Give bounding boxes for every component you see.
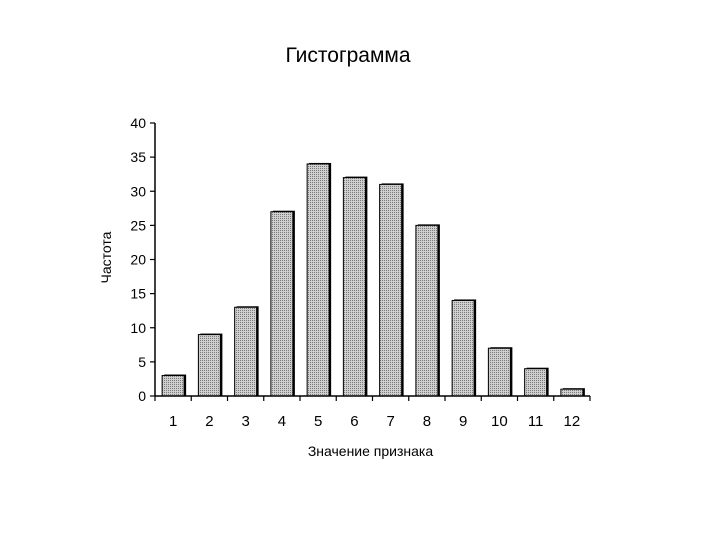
x-tick-label: 3	[241, 413, 249, 430]
bar-5	[306, 162, 332, 397]
bar-rect	[234, 306, 258, 397]
x-tick-label: 6	[350, 413, 358, 430]
bar-rect	[560, 388, 584, 397]
x-tick-label: 8	[423, 413, 431, 430]
x-tick-label: 4	[278, 413, 286, 430]
bar-rect	[487, 347, 511, 397]
bar-2	[197, 333, 223, 397]
bar-4	[270, 210, 295, 397]
x-tick-label: 7	[386, 413, 394, 430]
x-tick-label: 10	[491, 413, 508, 430]
bar-10	[487, 347, 513, 397]
y-tick-label: 40	[130, 115, 146, 131]
y-tick-label: 20	[130, 252, 146, 268]
y-tick-label: 30	[130, 183, 146, 199]
bar-rect	[342, 177, 366, 397]
slide-title: Гистограмма	[285, 44, 411, 67]
y-tick-label: 15	[130, 286, 146, 302]
bar-rect	[524, 368, 548, 397]
bar-1	[161, 374, 187, 397]
x-axis-label: Значение признака	[308, 443, 434, 459]
y-axis-label: Частота	[98, 231, 114, 283]
bar-7	[379, 183, 404, 397]
bar-rect	[270, 211, 294, 397]
bar-6	[342, 176, 368, 397]
x-axis: 1 2 3 4 5 6 7 8 9 10 11 12	[154, 395, 591, 430]
bar-11	[524, 367, 549, 397]
bar-rect	[197, 334, 221, 397]
y-axis: 0 5 10 15 20 25 30 35 40	[130, 115, 156, 404]
y-tick-label: 25	[130, 217, 146, 233]
y-tick-label: 0	[138, 388, 146, 404]
x-tick-label: 12	[564, 413, 581, 430]
x-tick-label: 9	[459, 413, 467, 430]
bars-group	[161, 162, 585, 397]
x-tick-label: 11	[528, 413, 544, 430]
bar-8	[415, 224, 440, 397]
bar-rect	[451, 299, 475, 397]
bar-rect	[415, 224, 439, 397]
bar-3	[234, 306, 259, 397]
bar-9	[451, 299, 477, 397]
bar-rect	[379, 183, 403, 397]
x-tick-label: 2	[205, 413, 213, 430]
x-tick-label: 5	[314, 413, 322, 430]
y-tick-label: 35	[130, 149, 146, 165]
bar-12	[560, 388, 585, 397]
bar-rect	[306, 163, 330, 397]
bar-rect	[161, 375, 185, 397]
y-tick-label: 5	[138, 354, 146, 370]
y-tick-label: 10	[130, 320, 146, 336]
x-tick-label: 1	[169, 413, 177, 430]
